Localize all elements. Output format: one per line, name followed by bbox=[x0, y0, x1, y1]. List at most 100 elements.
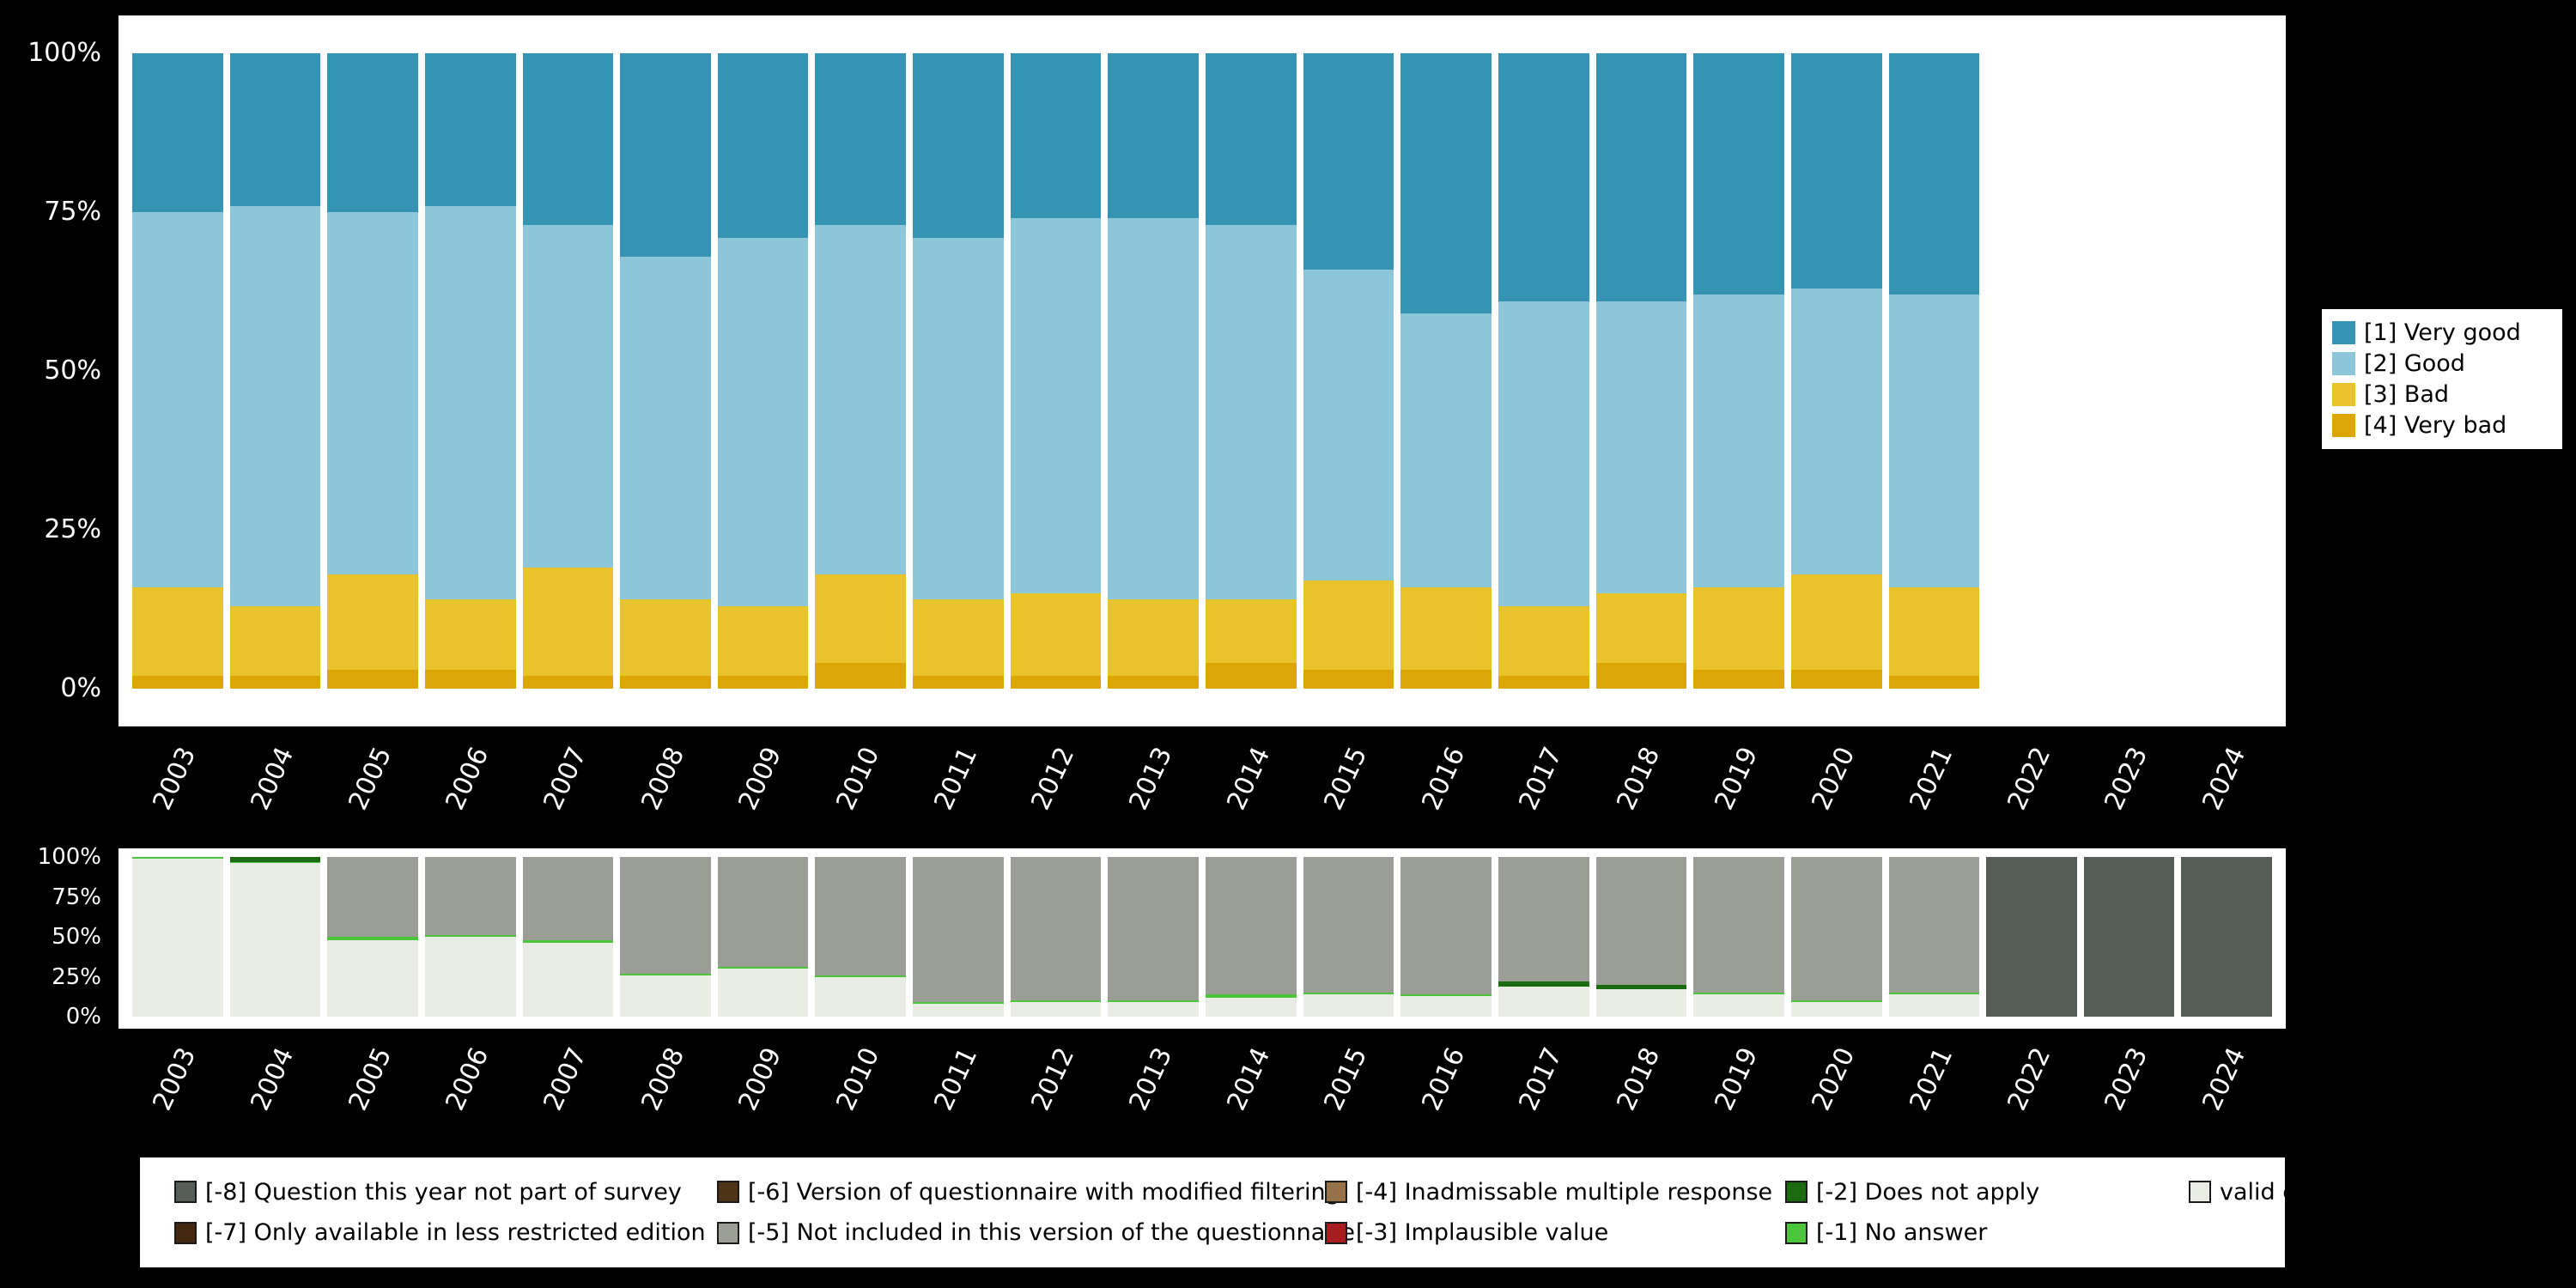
bar-segment bbox=[523, 53, 614, 225]
legend-swatch bbox=[2332, 383, 2355, 406]
x-axis-label: 2005 bbox=[345, 1044, 396, 1115]
legend-item-label: [-6] Version of questionnaire with modif… bbox=[748, 1179, 1340, 1206]
bar-slot-2018 bbox=[1593, 857, 1691, 1017]
stacked-bar-2007 bbox=[523, 857, 614, 1017]
bar-segment bbox=[620, 53, 711, 257]
bar-slot-2006 bbox=[422, 53, 519, 689]
x-axis-cell: 2019 bbox=[1690, 1036, 1788, 1169]
stacked-bar-2021 bbox=[1889, 857, 1980, 1017]
bar-segment bbox=[1108, 1002, 1199, 1017]
bar-segment bbox=[815, 53, 906, 225]
stacked-bar-2010 bbox=[815, 53, 906, 689]
x-axis-cell: 2021 bbox=[1886, 1036, 1984, 1169]
x-axis-label: 2012 bbox=[1028, 744, 1078, 814]
bar-segment bbox=[523, 676, 614, 689]
bar-segment bbox=[1108, 857, 1199, 1000]
legend-item: [-8] Question this year not part of surv… bbox=[174, 1179, 717, 1206]
x-axis-label: 2023 bbox=[2101, 1044, 2152, 1115]
stacked-bar-2011 bbox=[913, 53, 1004, 689]
legend-item: [4] Very bad bbox=[2332, 412, 2552, 439]
x-axis-label: 2017 bbox=[1516, 744, 1567, 814]
bottom-chart-y-axis: 100%75%50%25%0% bbox=[0, 857, 108, 1017]
bar-segment bbox=[1693, 53, 1784, 295]
bar-segment bbox=[132, 676, 223, 689]
bar-slot-2017 bbox=[1495, 53, 1593, 689]
x-axis-cell: 2007 bbox=[519, 1036, 617, 1169]
bar-segment bbox=[815, 857, 906, 975]
stacked-bar-2017 bbox=[1498, 53, 1589, 689]
bar-segment bbox=[1108, 53, 1199, 218]
bar-segment bbox=[1011, 218, 1102, 593]
stacked-bar-2012 bbox=[1011, 53, 1102, 689]
legend-item: [-3] Implausible value bbox=[1325, 1219, 1785, 1246]
x-axis-label: 2018 bbox=[1613, 744, 1664, 814]
stacked-bar-2020 bbox=[1791, 857, 1882, 1017]
x-axis-label: 2004 bbox=[247, 1044, 298, 1115]
bar-segment bbox=[1693, 670, 1784, 689]
bar-slot-2019 bbox=[1690, 857, 1788, 1017]
bar-segment bbox=[620, 857, 711, 974]
stacked-bar-2010 bbox=[815, 857, 906, 1017]
top-chart-legend: [1] Very good[2] Good[3] Bad[4] Very bad bbox=[2320, 307, 2564, 451]
bar-slot-2011 bbox=[909, 857, 1007, 1017]
stacked-bar-2013 bbox=[1108, 857, 1199, 1017]
legend-swatch bbox=[2332, 321, 2355, 344]
bar-slot-2012 bbox=[1007, 857, 1105, 1017]
bar-segment bbox=[1303, 580, 1394, 670]
bar-slot-2013 bbox=[1104, 857, 1202, 1017]
x-axis-label: 2010 bbox=[833, 744, 884, 814]
legend-swatch bbox=[174, 1181, 197, 1203]
stacked-bar-2005 bbox=[327, 857, 418, 1017]
x-axis-cell: 2013 bbox=[1104, 1036, 1202, 1169]
stacked-bar-2008 bbox=[620, 53, 711, 689]
x-axis-label: 2009 bbox=[735, 744, 786, 814]
stacked-bar-2003 bbox=[132, 53, 223, 689]
bar-slot-2019 bbox=[1690, 53, 1788, 689]
bar-segment bbox=[1693, 994, 1784, 1017]
legend-item-label: [4] Very bad bbox=[2364, 412, 2506, 439]
bar-segment bbox=[1108, 218, 1199, 599]
y-axis-tick: 25% bbox=[0, 966, 101, 988]
legend-swatch bbox=[174, 1222, 197, 1244]
bar-slot-2004 bbox=[227, 53, 325, 689]
x-axis-label: 2015 bbox=[1321, 744, 1371, 814]
stacked-bar-2011 bbox=[913, 857, 1004, 1017]
stacked-bar-2016 bbox=[1400, 53, 1492, 689]
legend-swatch bbox=[1785, 1222, 1807, 1244]
bar-segment bbox=[327, 940, 418, 1017]
x-axis-cell: 2010 bbox=[811, 1036, 909, 1169]
legend-item: [-1] No answer bbox=[1785, 1219, 2189, 1246]
bar-segment bbox=[425, 599, 516, 669]
bar-segment bbox=[230, 206, 321, 606]
bar-segment bbox=[425, 670, 516, 689]
bar-slot-2016 bbox=[1397, 857, 1495, 1017]
bar-segment bbox=[1791, 670, 1882, 689]
x-axis-cell: 2012 bbox=[1007, 1036, 1105, 1169]
bar-segment bbox=[1889, 587, 1980, 677]
stacked-bar-2020 bbox=[1791, 53, 1882, 689]
stacked-bar-2023 bbox=[2084, 857, 2175, 1017]
stacked-bar-2019 bbox=[1693, 857, 1784, 1017]
stacked-bar-2014 bbox=[1206, 53, 1297, 689]
legend-swatch bbox=[1785, 1181, 1807, 1203]
bar-segment bbox=[620, 599, 711, 676]
bar-segment bbox=[1596, 663, 1687, 689]
top-chart-panel bbox=[118, 15, 2286, 726]
bar-segment bbox=[1596, 301, 1687, 593]
bar-segment bbox=[913, 857, 1004, 1002]
x-axis-label: 2006 bbox=[442, 1044, 493, 1115]
legend-item: [3] Bad bbox=[2332, 381, 2552, 408]
bar-segment bbox=[1400, 996, 1492, 1017]
stacked-bar-2012 bbox=[1011, 857, 1102, 1017]
y-axis-tick: 0% bbox=[0, 676, 101, 702]
bar-segment bbox=[1498, 606, 1589, 676]
bar-segment bbox=[1400, 53, 1492, 313]
bar-segment bbox=[132, 53, 223, 212]
x-axis-label: 2004 bbox=[247, 744, 298, 814]
bar-slot-2024 bbox=[2178, 857, 2275, 1017]
bar-segment bbox=[718, 606, 809, 676]
bar-segment bbox=[1400, 857, 1492, 994]
bar-segment bbox=[1206, 599, 1297, 663]
bar-segment bbox=[1791, 1002, 1882, 1017]
stacked-bar-2013 bbox=[1108, 53, 1199, 689]
